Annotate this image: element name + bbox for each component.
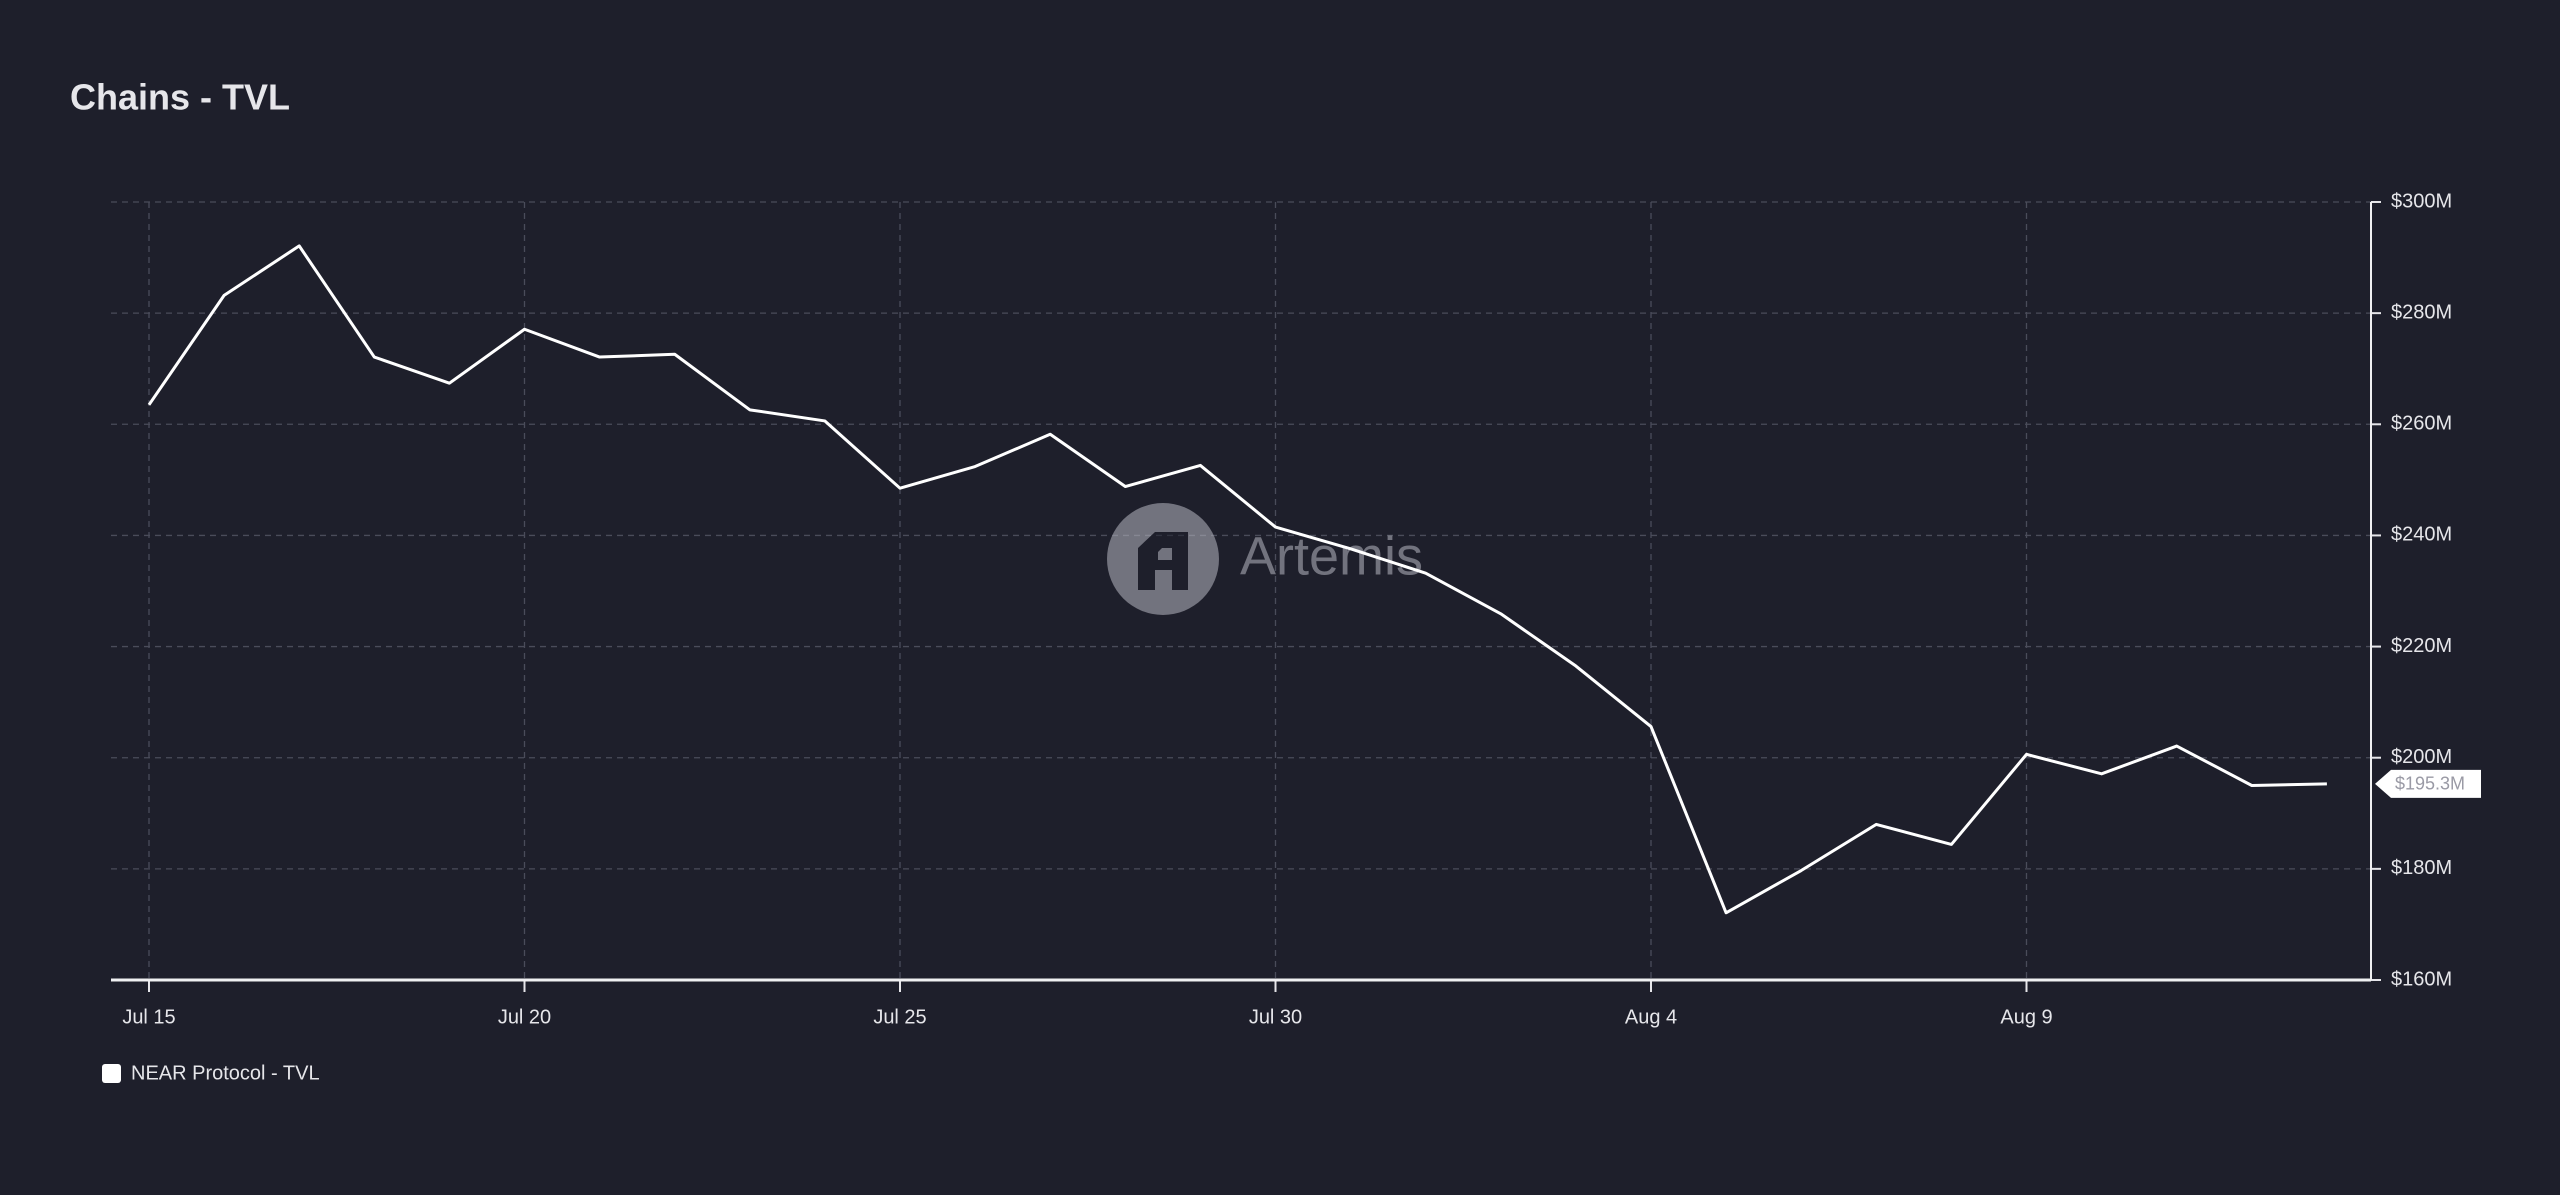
y-tick-label: $160M bbox=[2391, 968, 2452, 990]
x-tick-label: Jul 15 bbox=[122, 1006, 175, 1028]
watermark: Artemis bbox=[1107, 503, 1423, 615]
x-tick-label: Aug 9 bbox=[2000, 1006, 2052, 1028]
y-tick-label: $300M bbox=[2391, 190, 2452, 212]
y-tick-label: $180M bbox=[2391, 857, 2452, 879]
watermark-logo bbox=[1107, 503, 1219, 615]
legend-swatch bbox=[102, 1064, 121, 1083]
y-tick-label: $200M bbox=[2391, 746, 2452, 768]
x-tick-label: Jul 25 bbox=[873, 1006, 926, 1028]
x-tick-label: Jul 30 bbox=[1249, 1006, 1302, 1028]
y-tick-label: $260M bbox=[2391, 413, 2452, 435]
watermark-glyph bbox=[1138, 532, 1188, 590]
value-tag bbox=[2375, 769, 2481, 798]
watermark-text: Artemis bbox=[1240, 526, 1423, 586]
series-line bbox=[147, 244, 2327, 915]
y-tick-label: $280M bbox=[2391, 301, 2452, 323]
y-tick-label: $240M bbox=[2391, 524, 2452, 546]
y-tick-label: $220M bbox=[2391, 635, 2452, 657]
value-label: $195.3M bbox=[2395, 774, 2465, 794]
legend-label: NEAR Protocol - TVL bbox=[131, 1062, 320, 1084]
chart-title: Chains - TVL bbox=[70, 77, 290, 118]
x-tick-label: Jul 20 bbox=[498, 1006, 551, 1028]
x-tick-label: Aug 4 bbox=[1625, 1006, 1677, 1028]
